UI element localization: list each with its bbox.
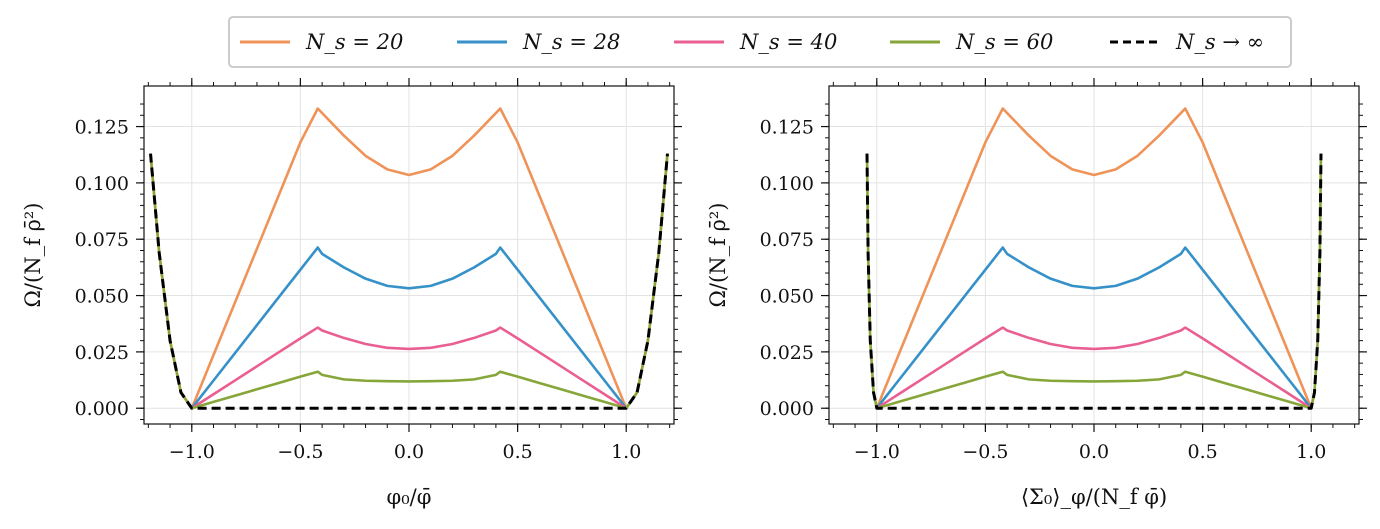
y-tick-label-2: 0.050 xyxy=(75,286,129,308)
x-tick-label-0: −1.0 xyxy=(854,441,900,463)
legend-frame xyxy=(228,16,1292,68)
series-line-5 xyxy=(149,153,669,410)
x-tick-label-3: 0.5 xyxy=(502,441,532,463)
series-line-5 xyxy=(865,153,1323,410)
series-line-2 xyxy=(875,246,1313,410)
y-tick-label-2: 0.050 xyxy=(760,286,814,308)
y-axis-label: Ω/(N_f ρ̄²) xyxy=(21,203,45,308)
y-tick-label-3: 0.075 xyxy=(760,229,814,251)
y-tick-label-0: 0.000 xyxy=(75,398,129,420)
legend-label-4: N_s = 60 xyxy=(955,30,1053,54)
y-tick-label-5: 0.125 xyxy=(760,117,814,139)
legend: N_s = 20 N_s = 28 N_s = 40 N_s = 60 N_s → ∞ xyxy=(228,16,1292,68)
series-line-3 xyxy=(191,326,627,410)
y-axis-label: Ω/(N_f ρ̄²) xyxy=(706,203,730,308)
legend-label-5: N_s → ∞ xyxy=(1175,30,1264,54)
x-axis-label: φ₀/φ̄ xyxy=(387,485,432,509)
series-line-2 xyxy=(190,246,628,410)
x-axis-label: ⟨Σ₀⟩_φ/(N_f φ̄) xyxy=(1021,485,1167,509)
y-tick-label-5: 0.125 xyxy=(75,117,129,139)
y-tick-label-3: 0.075 xyxy=(75,229,129,251)
y-tick-label-4: 0.100 xyxy=(760,173,814,195)
series-line-4 xyxy=(865,153,1323,410)
series-group xyxy=(149,107,669,410)
x-tick-label-0: −1.0 xyxy=(169,441,215,463)
legend-label-3: N_s = 40 xyxy=(739,30,837,54)
series-line-3 xyxy=(876,326,1312,410)
x-tick-label-2: 0.0 xyxy=(1079,441,1109,463)
chart-panel-2: −1.0 −0.5 0.0 0.5 1.0 0.000 0.025 0.050 0.075 0.1… xyxy=(706,78,1367,509)
y-tick-label-4: 0.100 xyxy=(75,173,129,195)
grid xyxy=(144,86,674,424)
legend-label-1: N_s = 20 xyxy=(305,30,403,54)
y-tick-label-0: 0.000 xyxy=(760,398,814,420)
x-tick-label-2: 0.0 xyxy=(394,441,424,463)
chart-panel-1: −1.0 −0.5 0.0 0.5 1.0 0.000 0.025 0.050 0.075 0.1… xyxy=(21,78,682,509)
legend-label-2: N_s = 28 xyxy=(522,30,620,54)
series-line-1 xyxy=(875,107,1313,409)
x-tick-label-1: −0.5 xyxy=(277,441,323,463)
grid xyxy=(829,86,1359,424)
x-tick-label-3: 0.5 xyxy=(1187,441,1217,463)
x-tick-label-1: −0.5 xyxy=(962,441,1008,463)
x-tick-label-4: 1.0 xyxy=(611,441,641,463)
x-tick-label-4: 1.0 xyxy=(1296,441,1326,463)
series-group xyxy=(865,107,1323,410)
series-line-1 xyxy=(149,107,669,410)
y-tick-label-1: 0.025 xyxy=(75,342,129,364)
series-line-4 xyxy=(149,153,669,410)
y-tick-label-1: 0.025 xyxy=(760,342,814,364)
